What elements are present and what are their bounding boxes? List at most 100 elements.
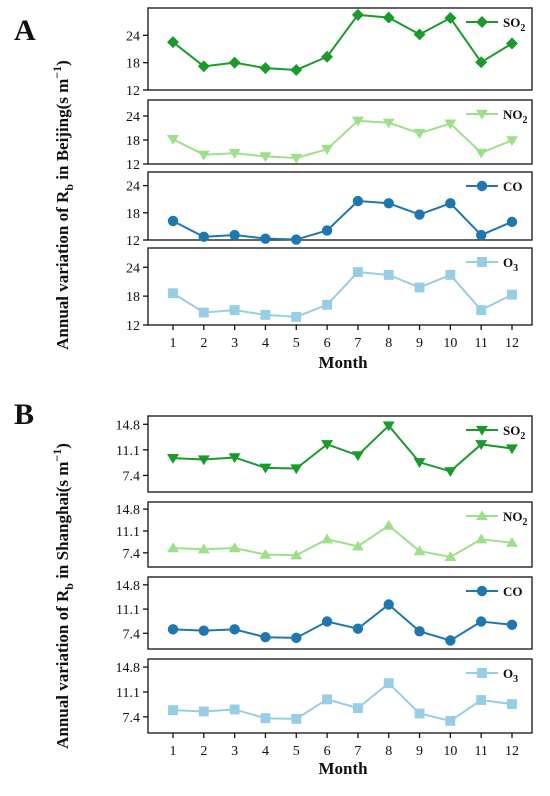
data-point-co-8 (383, 198, 394, 209)
subplot-a-so2: 12 18 24 SO2 (126, 7, 533, 99)
legend-marker (476, 585, 488, 597)
x-tick-label: 2 (200, 744, 207, 759)
data-point-so2-11 (475, 56, 488, 69)
subplot-a-no2: 12 18 24 NO2 (126, 99, 533, 173)
data-point-so2-9 (413, 458, 426, 469)
legend-so2: SO2 (466, 423, 525, 442)
series-line-o3 (172, 271, 513, 318)
x-tick-label: 9 (416, 744, 423, 759)
data-point-no2-4 (259, 152, 272, 163)
y-tick-label: 18 (126, 207, 140, 222)
legend-label-base: SO (503, 15, 520, 30)
x-tick-label: 8 (385, 336, 392, 351)
data-point-co-12 (506, 216, 518, 228)
data-point-o3-1 (168, 288, 178, 299)
series-line-o3 (172, 681, 513, 722)
data-point-no2-2 (197, 150, 210, 161)
data-point-co-1 (167, 215, 179, 227)
legend-label: SO2 (503, 423, 525, 442)
x-tick-label: 6 (324, 744, 331, 759)
data-point-o3-9 (414, 708, 425, 719)
legend-label: SO2 (503, 15, 525, 34)
y-tick-label: 24 (126, 180, 140, 195)
y-axis-label-a-sub: b (62, 184, 76, 191)
data-point-co-11 (475, 229, 487, 241)
data-point-co-10 (445, 635, 456, 646)
panel-letter-b: B (14, 398, 34, 431)
y-tick-label: 18 (126, 134, 140, 149)
data-point-so2-12 (506, 37, 518, 50)
data-point-so2-7 (351, 451, 364, 462)
data-point-co-10 (445, 198, 456, 209)
data-point-o3-5 (291, 311, 302, 322)
series-line-so2 (172, 13, 513, 71)
data-point-no2-7 (351, 116, 364, 127)
legend-label: NO2 (503, 509, 528, 528)
y-tick-label: 7.4 (123, 469, 141, 484)
y-tick-label: 11.1 (116, 686, 140, 701)
y-axis-label-a: Annual variation of Rb in Beijing(s m−1) (50, 60, 76, 350)
y-tick-label: 7.4 (123, 627, 141, 642)
legend-label-base: O (503, 666, 513, 681)
legend-label: CO (503, 179, 523, 194)
data-point-co-4 (260, 632, 271, 643)
y-tick-label: 18 (126, 57, 140, 72)
y-axis-label-a-close: ) (53, 60, 72, 66)
data-point-o3-11 (476, 695, 487, 705)
data-point-o3-7 (352, 267, 363, 278)
y-tick-label: 12 (126, 319, 140, 334)
legend-label-base: SO (503, 423, 520, 438)
data-point-so2-3 (228, 453, 241, 464)
data-point-no2-3 (228, 149, 241, 159)
panel-a: A Annual variation of Rb in Beijing(s m−… (14, 7, 533, 372)
data-point-co-6 (321, 616, 333, 627)
series-line-no2 (172, 524, 513, 559)
data-point-no2-5 (290, 549, 303, 560)
legend-label: NO2 (503, 107, 528, 126)
y-tick-label: 12 (126, 234, 140, 249)
x-tick-label: 11 (474, 744, 487, 759)
y-tick-label: 11.1 (116, 525, 140, 540)
data-point-o3-11 (476, 305, 487, 316)
series-line-no2 (172, 119, 513, 160)
legend-label-base: O (503, 255, 513, 270)
x-tick-label: 1 (170, 336, 177, 351)
data-point-no2-3 (228, 542, 241, 553)
data-point-so2-6 (321, 50, 334, 63)
y-axis-label-b-close: ) (53, 443, 72, 449)
subplot-a-co: 12 18 24 CO (126, 171, 533, 249)
data-point-no2-9 (413, 545, 426, 556)
legend-marker (476, 109, 488, 120)
y-tick-label: 11.1 (116, 444, 140, 459)
data-point-o3-10 (445, 715, 456, 726)
legend-o3: O3 (466, 255, 518, 274)
data-point-no2-6 (321, 533, 334, 544)
data-point-no2-2 (197, 543, 210, 554)
data-point-o3-5 (291, 713, 302, 724)
legend-marker (476, 425, 488, 436)
data-point-so2-10 (444, 12, 457, 25)
subplot-a-o3: 12 18 24 O3 (126, 247, 533, 334)
legend-co: CO (466, 179, 523, 194)
data-point-o3-9 (414, 282, 425, 293)
data-point-o3-3 (229, 305, 240, 316)
data-point-no2-10 (444, 551, 457, 562)
data-point-co-4 (260, 233, 271, 244)
data-point-co-9 (414, 626, 425, 637)
x-tick-label: 1 (170, 744, 177, 759)
x-tick-label: 7 (354, 336, 361, 351)
data-point-so2-12 (506, 444, 518, 455)
y-tick-label: 14.8 (116, 579, 141, 594)
data-point-so2-5 (290, 63, 303, 76)
data-point-no2-8 (382, 118, 395, 129)
data-point-no2-11 (475, 148, 488, 159)
x-axis-b: 1 2 3 4 5 6 7 8 9 10 11 12 (170, 733, 519, 759)
series-line-so2 (172, 424, 513, 473)
legend-label-sub: 2 (520, 431, 525, 442)
subplot-b-co: 7.4 11.1 14.8 CO (116, 576, 533, 650)
y-axis-label-a-sup: −1 (50, 66, 64, 79)
legend-marker (477, 257, 487, 267)
data-point-no2-1 (167, 542, 179, 553)
subplot-frame (147, 99, 533, 165)
